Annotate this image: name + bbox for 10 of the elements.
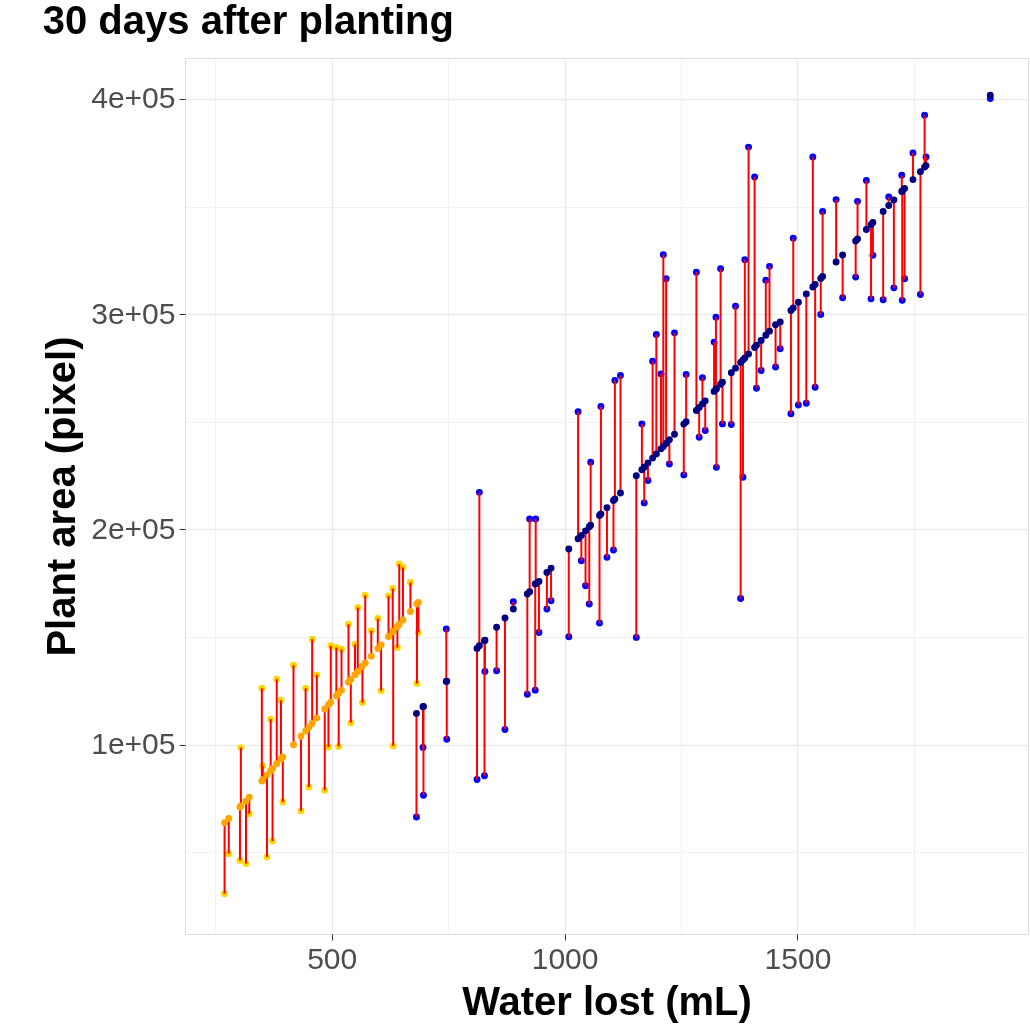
y-tick-label: 3e+05	[91, 296, 176, 330]
x-tick-label: 1000	[531, 941, 599, 975]
x-tick-label: 500	[307, 941, 358, 975]
x-axis-title: Water lost (mL)	[462, 978, 752, 1023]
y-axis-title: Plant area (pixel)	[39, 336, 84, 657]
chart-title: 30 days after planting	[42, 0, 454, 42]
y-tick-label: 1e+05	[91, 727, 176, 761]
y-tick-label: 4e+05	[91, 81, 176, 115]
x-tick-label: 1500	[764, 941, 832, 975]
y-tick-label: 2e+05	[91, 511, 176, 545]
